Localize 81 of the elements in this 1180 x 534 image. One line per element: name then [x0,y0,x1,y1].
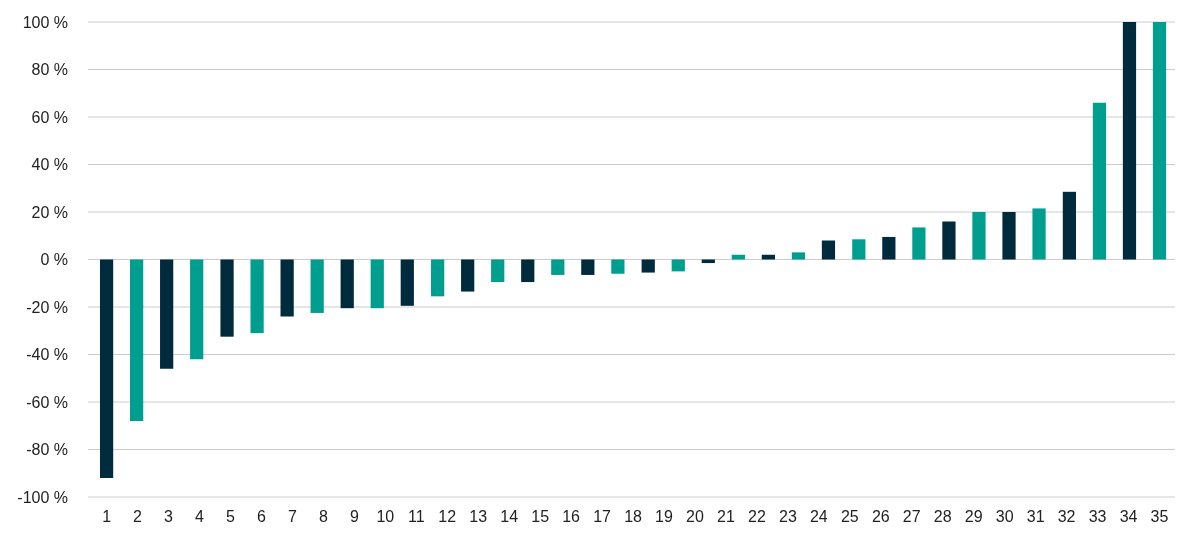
x-tick-label: 3 [164,508,174,525]
y-tick-label: 20 % [31,203,68,221]
bar [791,252,806,260]
y-tick-label: -40 % [26,346,68,364]
bar [761,254,775,260]
x-tick-label: 21 [717,508,735,525]
x-tick-label: 16 [562,508,581,525]
x-tick-label: 18 [624,508,643,525]
x-tick-label: 17 [593,508,612,525]
bar [912,227,926,260]
x-tick-label: 34 [1119,508,1138,525]
bar [821,240,836,260]
bar [310,259,324,313]
x-tick-label: 19 [655,508,674,525]
x-tick-label: 33 [1088,508,1107,525]
x-tick-label: 29 [964,508,983,525]
bar [160,259,174,369]
bar [400,259,414,306]
bar [1092,102,1107,260]
x-tick-label: 31 [1026,508,1045,525]
y-tick-label: -20 % [26,298,68,316]
x-tick-label: 10 [376,508,395,525]
bar [1002,212,1016,260]
x-tick-label: 7 [287,508,297,525]
bar [220,259,234,337]
x-tick-label: 26 [871,508,890,525]
x-tick-label: 6 [256,508,266,525]
x-tick-label: 8 [318,508,328,525]
y-tick-label: 100 % [22,13,68,31]
y-tick-label: -60 % [26,393,68,411]
x-tick-label: 32 [1057,508,1076,525]
bar [491,259,505,283]
bar [1122,22,1137,260]
bar [581,259,595,275]
x-tick-label: 11 [407,508,425,525]
bar [190,259,204,360]
bar [130,259,144,421]
y-tick-label: -80 % [26,441,68,459]
x-tick-label: 9 [349,508,359,525]
x-tick-label: 23 [778,508,797,525]
y-tick-label: 80 % [31,61,68,79]
bar [461,259,475,292]
y-tick-label: 40 % [31,156,68,174]
bar [611,259,625,274]
y-tick-label: 60 % [31,108,68,126]
bar [852,239,866,260]
x-tick-label: 13 [469,508,488,525]
y-tick-label: 0 % [40,251,68,269]
bar [370,259,384,309]
bar [972,212,986,260]
x-tick-label: 27 [902,508,921,525]
x-tick-label: 35 [1150,508,1169,525]
bar [99,259,114,478]
bar [731,254,745,260]
x-tick-label: 4 [195,508,205,525]
bar [671,259,685,272]
x-tick-label: 5 [226,508,235,525]
bar [340,259,354,309]
x-tick-label: 24 [809,508,828,525]
x-tick-label: 25 [840,508,859,525]
bar [942,221,956,260]
x-tick-label: 15 [531,508,550,525]
x-tick-label: 20 [686,508,704,525]
bar [280,259,294,317]
bar [641,259,655,273]
bar [521,259,535,283]
bar [882,236,896,260]
bar [431,259,445,297]
bar [250,259,264,334]
x-tick-label: 2 [133,508,143,525]
x-tick-label: 12 [438,508,457,525]
bar [551,259,565,275]
bar [1152,22,1167,260]
x-tick-label: 1 [102,508,112,525]
x-tick-label: 28 [933,508,952,525]
bar [1062,191,1077,260]
bar [1032,208,1046,260]
x-tick-label: 30 [995,508,1014,525]
x-tick-label: 22 [748,508,766,525]
x-tick-label: 14 [500,508,519,525]
y-tick-label: -100 % [17,488,68,506]
